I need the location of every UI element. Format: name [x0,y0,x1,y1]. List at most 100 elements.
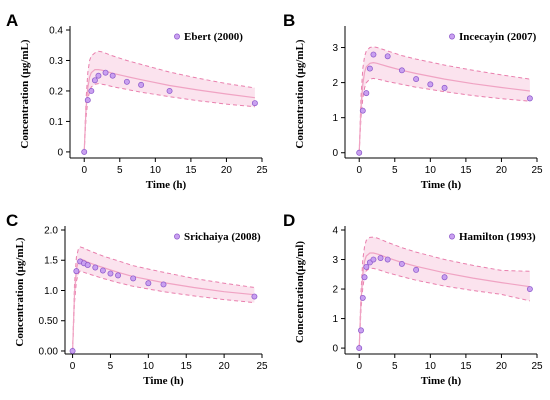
observed-point [95,72,102,79]
x-tick-label: 20 [496,361,508,372]
lower-bound-line [83,83,255,152]
x-tick-label: 10 [425,165,437,176]
observed-point [92,264,99,271]
y-tick-label: 0.00 [39,346,59,357]
x-tick-label: 25 [256,361,268,372]
prediction-band [72,246,255,351]
upper-bound-line [358,236,530,349]
x-axis-title: Time (h) [146,179,187,191]
x-tick-label: 20 [219,361,231,372]
x-axis-title: Time (h) [421,179,462,191]
y-tick-label: 4 [332,226,338,237]
x-tick-label: 0 [356,165,362,176]
observed-point [160,281,167,288]
x-tick-label: 5 [392,361,398,372]
observed-point [123,78,130,85]
observed-point [356,149,363,156]
observed-point [358,327,364,334]
legend-marker [174,33,180,40]
y-tick-label: 0 [332,344,338,355]
y-tick-label: 2 [332,78,338,89]
observed-point [84,262,91,269]
observed-point [377,255,384,261]
x-tick-label: 15 [460,165,472,176]
prediction-band [84,51,255,152]
legend-marker [174,233,180,240]
observed-point [370,256,377,263]
observed-point [69,348,76,354]
legend-label: Incecayin (2007) [459,31,537,43]
x-tick-label: 25 [256,165,268,176]
observed-point [359,107,366,114]
x-axis-title: Time (h) [421,375,462,387]
y-tick-label: 1 [332,314,338,325]
observed-point [91,77,98,84]
upper-bound-line [358,46,530,153]
y-axis-title: Concentration (μg/mL) [19,39,31,149]
observed-point [84,97,91,104]
observed-point [109,72,116,79]
chart-panel-c: 0 5 10 15 20 25 0.00 0.50 1.0 1.5 2.0 Time (h) Conce… [6,211,268,387]
y-tick-label: 2.0 [44,226,58,237]
prediction-band [359,237,530,349]
y-tick-label: 0.4 [49,26,63,37]
observed-point [115,272,121,279]
observed-point [138,81,145,88]
observed-point [526,286,533,292]
observed-point [370,51,377,58]
observed-point [366,65,373,72]
observed-point [99,267,106,274]
x-tick-label: 0 [356,361,362,372]
x-tick-label: 25 [531,165,543,176]
y-tick-label: 0.3 [49,56,63,67]
chart-panel-a: 0 5 10 15 20 25 0 0.1 0.2 0.3 0.4 Time (h) Concentra… [6,11,268,191]
panel-letter: D [283,211,295,230]
y-tick-label: 0.2 [49,86,63,97]
lower-bound-line [72,270,255,352]
median-line [358,61,530,153]
y-axis-title: Concentration (μg/mL) [14,237,26,347]
y-tick-label: 3 [332,255,338,266]
observed-point [398,67,405,74]
y-axis-title: Concentration (μg/mL) [294,39,306,149]
observed-point [441,84,448,91]
y-tick-label: 0.1 [49,117,63,128]
x-axis-title: Time (h) [143,375,184,387]
upper-bound-line [83,50,255,152]
x-tick-label: 5 [392,165,398,176]
y-tick-label: 1.5 [44,256,58,267]
observed-point [130,275,137,282]
observed-point [251,293,258,300]
legend-label: Ebert (2000) [184,31,243,43]
upper-bound-line [72,246,255,352]
observed-point [359,294,366,301]
observed-point [526,95,533,102]
observed-point [384,256,391,263]
x-tick-label: 25 [531,361,543,372]
legend-marker [449,33,455,40]
panel-letter: B [283,11,295,30]
y-axis-title: Concentration(μg/ml) [294,241,306,344]
x-tick-label: 20 [496,165,508,176]
y-tick-label: 2 [332,285,338,296]
observed-point [413,266,420,273]
legend-marker [449,233,455,240]
x-tick-label: 10 [150,165,162,176]
prediction-band [359,46,530,153]
legend-label: Srichaiya (2008) [184,231,261,243]
x-tick-label: 20 [221,165,233,176]
chart-panel-b: 0 5 10 15 20 25 0 1 2 3 Time (h) Concentration (μg/… [283,11,543,191]
observed-point [363,90,370,97]
x-tick-label: 0 [70,361,76,372]
lower-bound-line [358,267,531,349]
observed-point [361,274,368,281]
observed-point [398,261,405,267]
legend-label: Hamilton (1993) [459,231,536,243]
y-tick-label: 0 [57,147,63,158]
y-tick-label: 1 [332,113,338,124]
x-tick-label: 10 [425,361,437,372]
observed-point [384,53,391,60]
y-tick-label: 1.0 [44,286,58,297]
observed-point [251,100,258,107]
